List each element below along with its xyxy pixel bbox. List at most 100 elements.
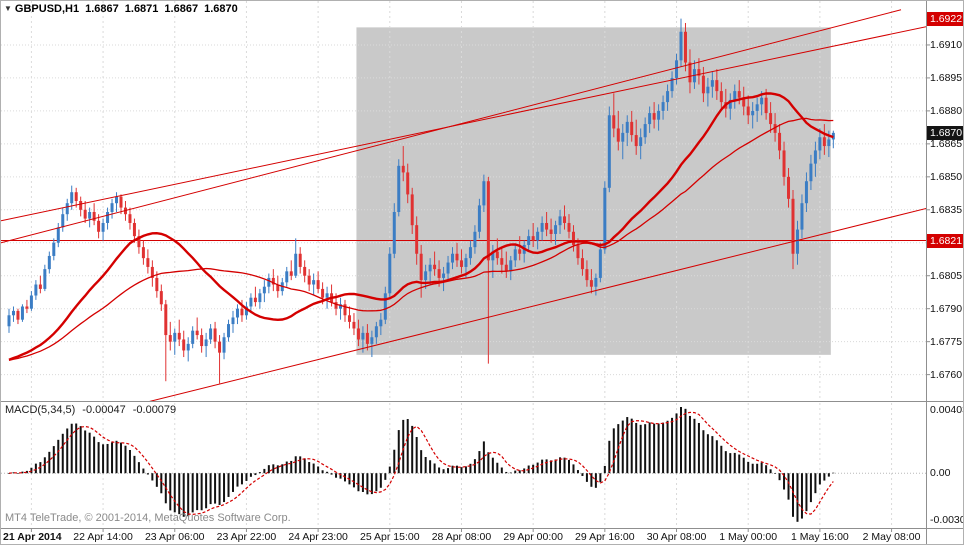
macd-histogram-bar	[505, 471, 508, 474]
time-tick-label: 24 Apr 23:00	[288, 531, 348, 543]
macd-histogram-bar	[787, 473, 790, 500]
macd-histogram-bar	[361, 473, 364, 492]
macd-histogram-bar	[518, 470, 521, 474]
candle-body	[294, 253, 298, 276]
macd-histogram-bar	[8, 473, 10, 474]
candle-body	[760, 97, 764, 105]
macd-histogram-bar	[545, 459, 548, 474]
macd-histogram-bar	[52, 446, 55, 474]
macd-histogram-bar	[769, 469, 772, 474]
macd-histogram-bar	[630, 418, 633, 474]
macd-histogram-bar	[680, 407, 682, 474]
macd-histogram-bar	[263, 468, 266, 474]
macd-histogram-bar	[97, 442, 100, 474]
macd-histogram-bar	[245, 473, 248, 481]
symbol-dropdown-arrow-icon[interactable]: ▼	[4, 4, 12, 13]
candle-body	[746, 106, 750, 116]
macd-histogram-bar	[429, 460, 432, 474]
candle-body	[455, 253, 459, 261]
macd-histogram-bar	[783, 473, 786, 490]
macd-histogram-bar	[57, 439, 60, 474]
macd-histogram-bar	[321, 470, 324, 474]
macd-histogram-bar	[464, 466, 467, 474]
candle-body	[697, 69, 701, 76]
candle-body	[388, 253, 392, 294]
time-tick-label: 23 Apr 06:00	[144, 531, 205, 543]
candle-body	[186, 343, 190, 351]
macd-histogram-bar	[106, 443, 109, 474]
macd-histogram-bar	[559, 457, 562, 474]
candle-body	[321, 288, 325, 298]
candle-body	[370, 337, 374, 344]
macd-histogram-bar	[644, 424, 647, 474]
macd-histogram-bar	[196, 473, 199, 511]
candle-body	[710, 80, 714, 87]
macd-histogram-bar	[487, 452, 490, 474]
macd-histogram-bar	[151, 473, 154, 481]
macd-histogram-bar	[16, 473, 19, 474]
macd-histogram-bar	[697, 422, 700, 474]
candle-body	[56, 227, 60, 243]
candle-body	[52, 242, 56, 256]
macd-histogram-bar	[61, 433, 64, 474]
candle-body	[204, 339, 208, 347]
macd-histogram-bar	[724, 451, 727, 474]
macd-histogram-bar	[554, 459, 557, 474]
time-tick-label: 23 Apr 22:00	[216, 531, 277, 543]
macd-histogram-bar	[299, 456, 302, 474]
candle-body	[352, 321, 356, 329]
candle-body	[307, 275, 311, 285]
candle-body	[227, 324, 231, 338]
candle-body	[648, 113, 652, 125]
candle-body	[791, 198, 795, 254]
candle-body	[518, 249, 522, 254]
macd-histogram-bar	[653, 423, 656, 474]
macd-histogram-bar	[800, 473, 803, 519]
macd-histogram-bar	[550, 460, 553, 474]
macd-histogram-bar	[146, 473, 149, 475]
macd-histogram-bar	[312, 463, 315, 474]
candle-body	[88, 211, 92, 219]
macd-histogram-bar	[330, 473, 333, 475]
candle-body	[827, 139, 831, 147]
macd-histogram-bar	[308, 462, 311, 474]
time-tick-label: 29 Apr 16:00	[575, 531, 635, 543]
candle-body	[79, 201, 83, 210]
horizontal-line-price-badge: 1.6821	[927, 233, 963, 248]
candle-body	[115, 196, 119, 204]
macd-histogram-bar	[648, 422, 651, 474]
high-value: 1.6871	[124, 3, 159, 15]
candle-body	[267, 277, 271, 287]
candle-body	[168, 335, 172, 342]
candle-body	[657, 110, 661, 120]
macd-histogram-bar	[729, 453, 732, 474]
macd-histogram-bar	[70, 423, 73, 474]
candle-body	[146, 258, 150, 267]
candle-body	[795, 229, 799, 254]
macd-histogram-bar	[666, 420, 669, 474]
macd-histogram-bar	[128, 449, 131, 474]
upper-channel-inner	[1, 9, 902, 244]
price-tick-label: 1.6775	[930, 335, 963, 348]
candle-body	[737, 91, 741, 98]
candle-body	[258, 293, 262, 303]
macd-histogram-bar	[621, 420, 624, 474]
time-axis[interactable]: 21 Apr 2014 22 Apr 14:00 23 Apr 06:00 23 Ap…	[1, 529, 963, 544]
open-value: 1.6867	[85, 3, 119, 15]
trendline-price-badge: 1.6922	[927, 11, 963, 26]
macd-histogram-bar	[500, 467, 503, 474]
candle-body	[339, 304, 343, 309]
macd-histogram-bar	[532, 464, 535, 474]
candle-body	[442, 273, 446, 278]
candle-body	[262, 286, 266, 294]
macd-histogram-bar	[688, 415, 691, 474]
candle-body	[303, 266, 307, 276]
macd-signal-line	[8, 411, 834, 516]
macd-histogram-bar	[671, 417, 674, 474]
macd-histogram-bar	[303, 458, 306, 474]
candle-body	[818, 137, 822, 151]
candle-body	[778, 132, 782, 151]
macd-histogram-bar	[827, 473, 830, 477]
price-axis[interactable]: 1.6922 1.6870 1.6821 0.00403 0.00 -0.003…	[927, 1, 963, 529]
